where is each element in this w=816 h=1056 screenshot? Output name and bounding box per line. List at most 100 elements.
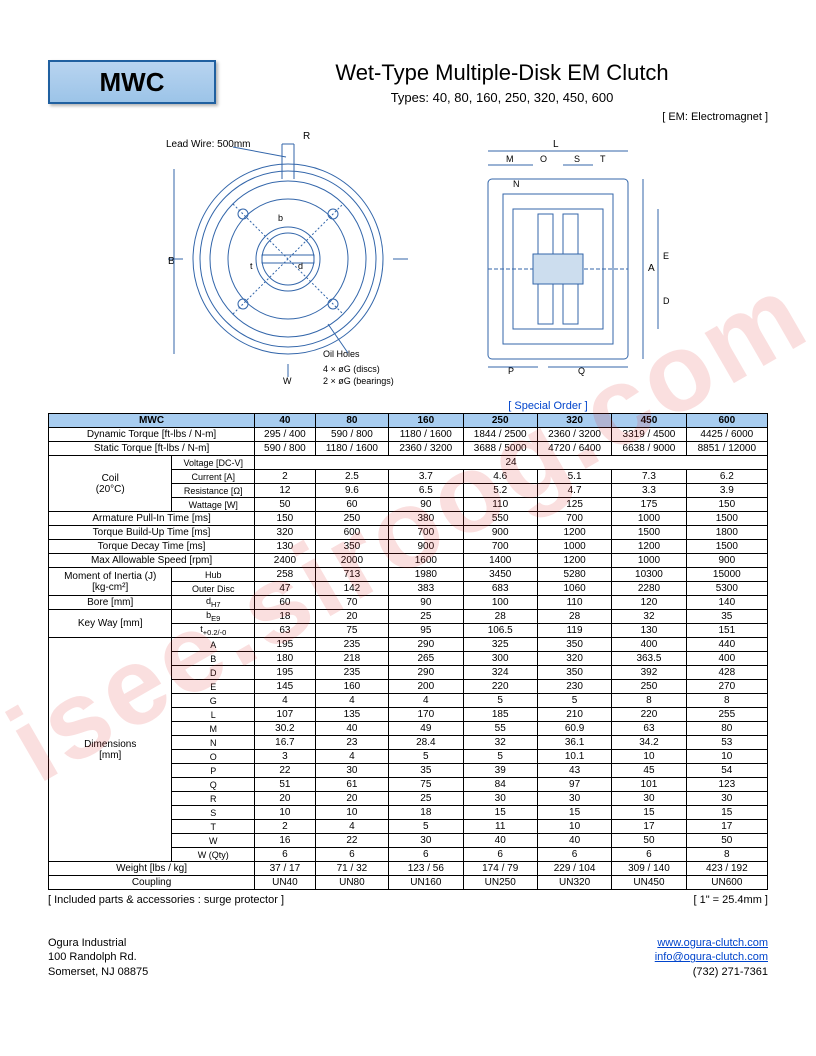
cell: 50 (612, 834, 686, 848)
cell: 5.2 (463, 484, 537, 498)
cell: 600 (315, 526, 388, 540)
diagram-area: Lead Wire: 500mm R b d t B W Oil Holes 4… (48, 129, 768, 394)
cell: 363.5 (612, 652, 686, 666)
cell: 4.6 (463, 470, 537, 484)
cell: 10.1 (537, 750, 611, 764)
cell: 30 (315, 764, 388, 778)
cell: 90 (389, 498, 463, 512)
email-link[interactable]: info@ogura-clutch.com (655, 951, 768, 963)
cell: 175 (612, 498, 686, 512)
cell: 35 (686, 610, 767, 624)
cell: 5.1 (537, 470, 611, 484)
cell: 4 (315, 820, 388, 834)
cell: 160 (315, 680, 388, 694)
cell: 400 (612, 638, 686, 652)
cell: 900 (686, 554, 767, 568)
cell: 25 (389, 792, 463, 806)
row-sublabel: Wattage [W] (172, 498, 255, 512)
cell: 5 (463, 750, 537, 764)
table-row: Max Allowable Speed [rpm]240020001600140… (49, 554, 768, 568)
col-160: 160 (389, 414, 463, 428)
cell: 23 (315, 736, 388, 750)
cell: 258 (255, 568, 316, 582)
svg-text:R: R (303, 131, 310, 142)
cell: 2 (255, 470, 316, 484)
cell: 1400 (463, 554, 537, 568)
title-block: Wet-Type Multiple-Disk EM Clutch Types: … (236, 60, 768, 105)
row-label: Static Torque [ft-lbs / N-m] (49, 442, 255, 456)
cell: 130 (612, 624, 686, 638)
header: MWC Wet-Type Multiple-Disk EM Clutch Typ… (48, 60, 768, 105)
cell: 300 (463, 652, 537, 666)
cell: 151 (686, 624, 767, 638)
table-row: Key Way [mm]bE918202528283235 (49, 610, 768, 624)
svg-text:4 × øG (discs): 4 × øG (discs) (323, 364, 380, 374)
svg-text:t: t (250, 261, 253, 271)
cell: 320 (537, 652, 611, 666)
cell: 54 (686, 764, 767, 778)
cell: 10 (612, 750, 686, 764)
row-sublabel: G (172, 694, 255, 708)
cell: 255 (686, 708, 767, 722)
cell: 130 (255, 540, 316, 554)
row-sublabel: Q (172, 778, 255, 792)
row-label: Weight [lbs / kg] (49, 862, 255, 876)
cell: 4425 / 6000 (686, 428, 767, 442)
cell: 350 (537, 666, 611, 680)
cell: 50 (255, 498, 316, 512)
included-note: [ Included parts & accessories : surge p… (48, 894, 284, 906)
cell: 140 (686, 596, 767, 610)
cell: 590 / 800 (315, 428, 388, 442)
cell: 1980 (389, 568, 463, 582)
cell: 6.2 (686, 470, 767, 484)
svg-text:A: A (648, 263, 655, 274)
svg-text:E: E (663, 251, 669, 261)
table-row: Weight [lbs / kg]37 / 1771 / 32123 / 561… (49, 862, 768, 876)
row-sublabel: t+0.2/-0 (172, 624, 255, 638)
cell: 100 (463, 596, 537, 610)
row-sublabel: T (172, 820, 255, 834)
cell: 713 (315, 568, 388, 582)
cell: 290 (389, 666, 463, 680)
page-title: Wet-Type Multiple-Disk EM Clutch (236, 60, 768, 86)
website-link[interactable]: www.ogura-clutch.com (657, 937, 768, 949)
cell: 1800 (686, 526, 767, 540)
cell: 30 (389, 834, 463, 848)
cell: 60 (315, 498, 388, 512)
cell: 22 (255, 764, 316, 778)
cell: 2.5 (315, 470, 388, 484)
row-sublabel: Resistance [Ω] (172, 484, 255, 498)
svg-text:2 × øG (bearings): 2 × øG (bearings) (323, 376, 394, 386)
cell: 7.3 (612, 470, 686, 484)
col-80: 80 (315, 414, 388, 428)
cell: 60.9 (537, 722, 611, 736)
cell: 25 (389, 610, 463, 624)
col-450: 450 (612, 414, 686, 428)
cell: 123 (686, 778, 767, 792)
cell: 200 (389, 680, 463, 694)
cell: 5300 (686, 582, 767, 596)
cell: 350 (315, 540, 388, 554)
row-label: Max Allowable Speed [rpm] (49, 554, 255, 568)
cell: 5280 (537, 568, 611, 582)
cell: 34.2 (612, 736, 686, 750)
cell: 70 (315, 596, 388, 610)
cell: 1000 (537, 540, 611, 554)
cell: 51 (255, 778, 316, 792)
cell: 4 (389, 694, 463, 708)
cell: 290 (389, 638, 463, 652)
cell: 1600 (389, 554, 463, 568)
cell: 250 (612, 680, 686, 694)
cell: 1000 (612, 512, 686, 526)
cell: 28 (537, 610, 611, 624)
cell: 174 / 79 (463, 862, 537, 876)
cell: 309 / 140 (612, 862, 686, 876)
cell: 180 (255, 652, 316, 666)
cell: 2400 (255, 554, 316, 568)
row-group-label: Dimensions[mm] (49, 638, 172, 862)
svg-text:N: N (513, 179, 520, 189)
row-group-label: Moment of Inertia (J)[kg-cm²] (49, 568, 172, 596)
cell: 110 (463, 498, 537, 512)
table-row: Coil(20°C)Voltage [DC-V]24 (49, 456, 768, 470)
cell: 3 (255, 750, 316, 764)
